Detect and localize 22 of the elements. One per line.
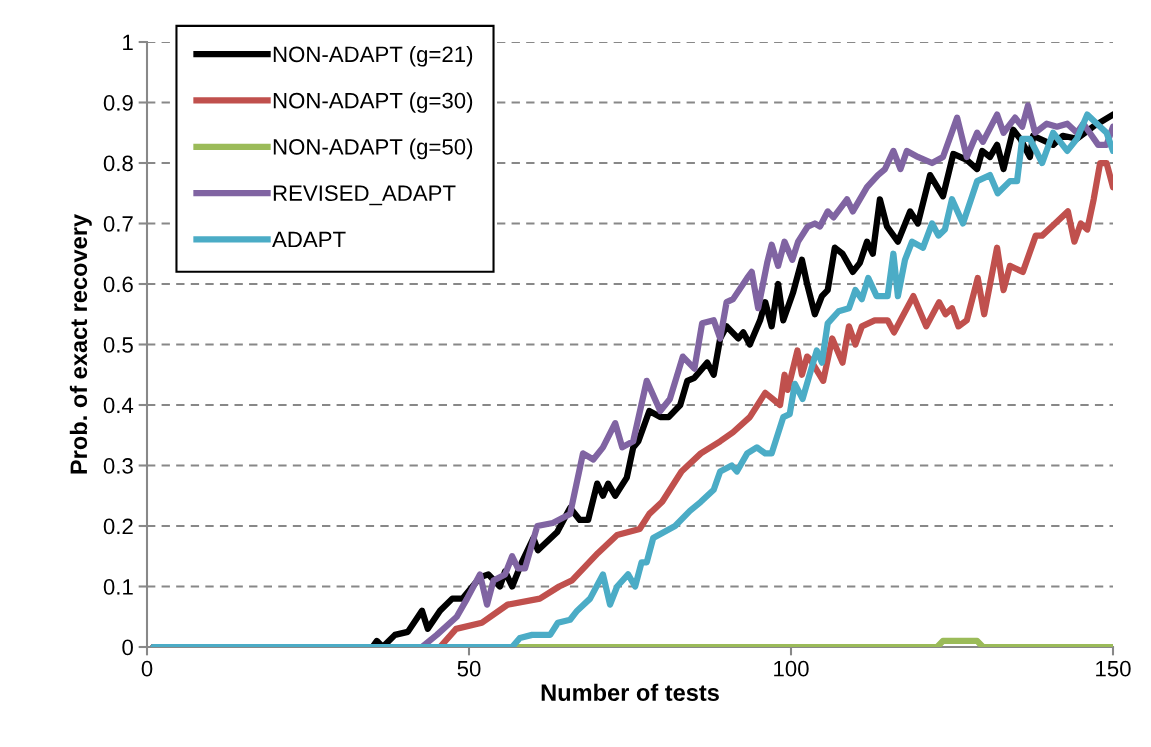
y-tick-label: 0.9 [103, 95, 133, 111]
y-tick-label: 0.8 [103, 155, 133, 172]
legend-label: ADAPT [272, 231, 346, 248]
y-tick-label: 0.5 [103, 337, 133, 353]
x-tick-label: 50 [457, 660, 481, 677]
x-tick-label: 0 [141, 660, 153, 677]
y-tick-label: 0 [122, 639, 133, 656]
y-tick-label: 0.7 [103, 216, 133, 232]
y-tick-label: 0.1 [103, 579, 133, 595]
x-axis-title: Number of tests [541, 683, 719, 702]
y-tick-label: 0.6 [103, 276, 133, 293]
x-tick-label: 100 [774, 660, 809, 677]
y-tick-label: 0.3 [103, 458, 133, 474]
x-tick-label: 150 [1096, 660, 1131, 677]
legend-label: NON-ADAPT (g=50) [273, 138, 473, 160]
legend-label: REVISED_ADAPT [273, 185, 456, 206]
legend-label: NON-ADAPT (g=30) [273, 92, 473, 113]
legend-label: NON-ADAPT (g=21) [273, 45, 473, 67]
y-tick-label: 0.2 [103, 518, 133, 535]
y-tick-label: 1 [123, 34, 133, 51]
y-tick-label: 0.4 [103, 397, 134, 414]
y-axis-title: Prob. of exact recovery [69, 214, 92, 474]
